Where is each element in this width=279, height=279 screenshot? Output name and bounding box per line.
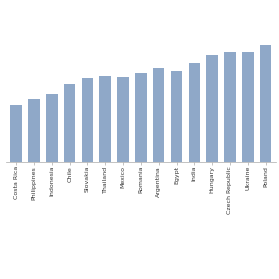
Bar — [135, 73, 147, 162]
Bar — [153, 68, 165, 162]
Bar — [100, 76, 111, 162]
Bar — [82, 78, 93, 162]
Bar — [224, 52, 236, 162]
Bar — [117, 78, 129, 162]
Bar — [260, 45, 271, 162]
Bar — [46, 94, 58, 162]
Bar — [189, 63, 200, 162]
Bar — [242, 52, 254, 162]
Bar — [64, 84, 75, 162]
Bar — [28, 99, 40, 162]
Bar — [206, 55, 218, 162]
Bar — [171, 71, 182, 162]
Bar — [11, 105, 22, 162]
